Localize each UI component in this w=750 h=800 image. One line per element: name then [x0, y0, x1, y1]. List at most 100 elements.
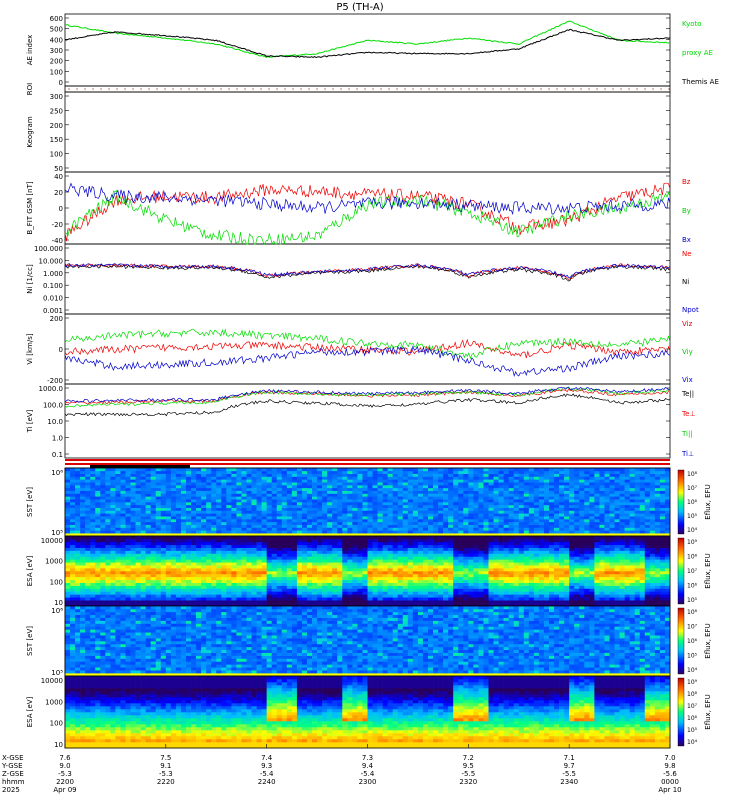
spectrogram-cell [100, 507, 106, 511]
spectrogram-cell [644, 468, 651, 472]
spectrogram-cell [397, 585, 404, 589]
roi-dot [364, 88, 366, 90]
spectrogram-cell [417, 502, 424, 506]
roi-dot [164, 88, 166, 90]
spectrogram-cell [584, 493, 590, 497]
spectrogram-cell [352, 482, 358, 486]
spectrogram-cell [216, 538, 222, 543]
spectrogram-cell [332, 550, 338, 554]
spectrogram-cell [110, 582, 116, 586]
spectrogram-cell [80, 536, 86, 540]
spectrogram-cell [609, 479, 615, 483]
spectrogram-cell [165, 524, 172, 528]
spectrogram-cell [498, 516, 504, 520]
spectrogram-cell [523, 516, 530, 520]
spectrogram-cell [211, 507, 217, 511]
spectrogram-cell [382, 507, 388, 511]
spectrogram-cell [347, 516, 353, 520]
spectrogram-cell [216, 547, 222, 551]
spectrogram-cell [468, 485, 474, 489]
spectrogram-cell [271, 502, 278, 506]
spectrogram-cell [286, 504, 293, 508]
spectrogram-cell [649, 513, 656, 517]
spectrogram-cell [397, 556, 404, 560]
spectrogram-cell [80, 585, 86, 589]
spectrogram-cell [175, 479, 182, 483]
spectrogram-cell [276, 499, 283, 503]
spectrogram-cell [478, 510, 484, 514]
spectrogram-cell [322, 603, 328, 607]
spectrogram-cell [493, 519, 499, 523]
spectrogram-cell [589, 490, 595, 494]
y-tick-label: 100.000 [34, 245, 63, 253]
spectrogram-cell [634, 496, 641, 500]
spectrogram-cell [251, 499, 257, 503]
spectrogram-cell [150, 559, 157, 563]
spectrogram-cell [266, 499, 273, 503]
spectrogram-cell [317, 530, 323, 534]
roi-dot [116, 88, 118, 90]
roi-dot [436, 88, 438, 90]
spectrogram-cell [160, 538, 167, 543]
spectrogram-cell [100, 502, 106, 506]
spectrogram-cell [327, 482, 333, 486]
spectrogram-cell [342, 524, 348, 528]
spectrogram-cell [513, 504, 520, 508]
spectrogram-cell [75, 603, 81, 607]
spectrogram-cell [503, 493, 509, 497]
spectrogram-cell [160, 496, 167, 500]
spectrogram-cell [170, 487, 177, 491]
spectrogram-cell [407, 470, 414, 474]
spectrogram-cell [458, 516, 464, 520]
spectrogram-cell [186, 516, 192, 520]
spectrogram-cell [135, 591, 141, 595]
spectrogram-cell [165, 573, 172, 578]
spectrogram-cell [473, 479, 479, 483]
spectrogram-cell [332, 538, 338, 543]
spectrogram-cell [110, 527, 116, 531]
spectrogram-cell [65, 562, 71, 566]
spectrogram-cell [105, 533, 111, 537]
spectrogram-cell [347, 544, 353, 548]
spectrogram-cell [175, 544, 182, 548]
spectrogram-cell [428, 468, 434, 472]
spectrogram-cell [170, 576, 177, 581]
spectrogram-cell [271, 591, 278, 595]
spectrogram-cell [372, 504, 378, 508]
spectrogram-cell [165, 487, 172, 491]
spectrogram-cell [438, 496, 444, 500]
spectrogram-cell [559, 479, 565, 483]
spectrogram-cell [291, 476, 298, 480]
spectrogram-cell [95, 468, 101, 472]
spectrogram-cell [140, 510, 146, 514]
spectrogram-cell [332, 502, 338, 506]
spectrogram-cell [135, 482, 141, 486]
spectrogram-cell [654, 490, 661, 494]
spectrogram-cell [624, 521, 630, 525]
spectrogram-cell [503, 496, 509, 500]
spectrogram-cell [372, 591, 378, 595]
spectrogram-cell [65, 594, 71, 598]
colorbar-tick-label: 10⁷ [687, 485, 698, 492]
spectrogram-cell [120, 594, 126, 598]
spectrogram-cell [619, 482, 625, 486]
spectrogram-cell [307, 582, 313, 586]
spectrogram-cell [604, 530, 610, 534]
spectrogram-cell [180, 499, 187, 503]
spectrogram-cell [105, 468, 111, 472]
spectrogram-cell [337, 504, 343, 508]
spectrogram-cell [337, 490, 343, 494]
spectrogram-cell [639, 487, 646, 491]
spectrogram-cell [216, 524, 222, 528]
spectrogram-cell [317, 544, 323, 548]
spectrogram-cell [140, 553, 146, 557]
spectrogram-cell [85, 553, 91, 557]
spectrogram-cell [65, 476, 71, 480]
spectrogram-cell [317, 507, 323, 511]
spectrogram-cell [266, 538, 273, 543]
spectrogram-cell [201, 568, 207, 572]
spectrogram-cell [443, 521, 449, 525]
spectrogram-cell [488, 476, 494, 480]
y-tick-label: 40 [54, 173, 63, 181]
spectrogram-cell [170, 544, 177, 548]
